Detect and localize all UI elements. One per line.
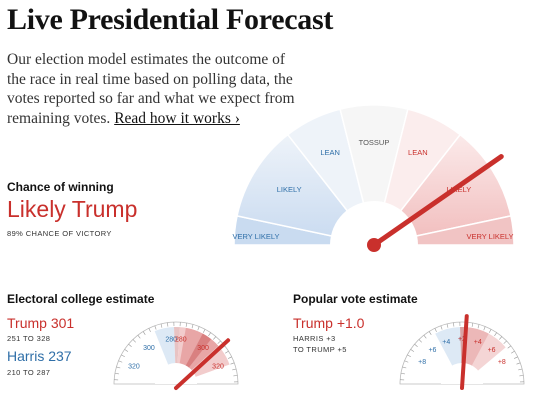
chance-segment-label-3: TOSSUP <box>359 138 390 147</box>
ec-tick <box>124 349 129 352</box>
pv-tick <box>410 349 415 352</box>
pv-tick-label-red: +4 <box>474 339 482 346</box>
ec-tick <box>213 336 217 340</box>
chance-call: Likely Trump <box>7 196 138 222</box>
chance-gauge: VERY LIKELY LIKELY LEAN TOSSUP LEAN LIKELY VER… <box>232 104 515 252</box>
electoral-heading: Electoral college estimate <box>7 292 155 306</box>
pv-tick <box>494 332 497 337</box>
gauge-hub <box>330 201 418 245</box>
ec-tick <box>118 360 123 363</box>
pv-tick <box>483 326 486 331</box>
ec-tick <box>230 362 235 365</box>
ec-tick-label-red: 320 <box>212 363 224 370</box>
chance-needle <box>371 154 504 248</box>
chance-segment-label-1: LIKELY <box>277 185 302 194</box>
electoral-harris: Harris 237 <box>7 348 72 364</box>
ec-tick <box>148 328 151 333</box>
electoral-harris-range: 210 TO 287 <box>7 368 51 377</box>
electoral-trump: Trump 301 <box>7 315 75 331</box>
ec-shade-band <box>174 327 180 384</box>
electoral-needle <box>174 338 231 390</box>
popular-range-2: TO TRUMP +5 <box>293 345 347 354</box>
ec-tick <box>197 326 200 331</box>
pv-tick <box>471 322 474 327</box>
pv-tick <box>446 323 449 328</box>
ec-tick-label-red: 300 <box>197 345 209 352</box>
ec-tick <box>132 339 136 343</box>
needle-pivot <box>367 238 381 252</box>
chance-segment-label-0: VERY LIKELY <box>232 232 279 241</box>
pv-tick <box>407 354 411 358</box>
pv-shade-band <box>460 327 464 384</box>
chance-segment-label-4: LEAN <box>408 148 428 157</box>
pv-tick-label-blue: +6 <box>428 347 436 354</box>
pv-tick <box>434 328 437 333</box>
ec-tick-label-blue: 280 <box>165 336 177 343</box>
chance-segment-label-5: LIKELY <box>446 185 471 194</box>
popular-heading: Popular vote estimate <box>293 292 418 306</box>
ec-tick <box>233 375 238 377</box>
ec-tick-label-blue: 320 <box>128 363 140 370</box>
ec-tick <box>137 334 141 339</box>
popular-trump: Trump +1.0 <box>293 315 365 331</box>
electoral-trump-range: 251 TO 328 <box>7 334 51 343</box>
pv-tick <box>402 366 407 369</box>
pv-tick-label-red: +2 <box>458 336 466 343</box>
pv-tick-label-red: +8 <box>498 359 506 366</box>
intro-text: Our election model estimates the outcome… <box>7 51 295 127</box>
ec-tick <box>225 350 229 354</box>
ec-tick <box>185 322 188 327</box>
pv-tick <box>428 331 432 335</box>
pv-tick <box>404 360 409 363</box>
ec-tick-label-red: 280 <box>175 336 187 343</box>
intro-paragraph: Our election model estimates the outcome… <box>7 50 307 128</box>
pv-tick <box>516 362 521 365</box>
ec-tick <box>208 332 211 337</box>
pv-tick <box>488 329 492 333</box>
ec-tick <box>142 331 146 335</box>
read-how-it-works-link[interactable]: Read how it works › <box>114 109 240 127</box>
pv-tick <box>513 356 518 359</box>
pv-tick <box>414 343 418 347</box>
ec-tick <box>154 325 157 330</box>
popular-range-1: HARRIS +3 <box>293 334 336 343</box>
ec-tick <box>217 340 221 344</box>
pv-tick <box>477 324 480 329</box>
page-title: Live Presidential Forecast <box>7 3 334 36</box>
chance-probability: 89% CHANCE OF VICTORY <box>7 229 112 238</box>
chance-heading: Chance of winning <box>7 180 114 194</box>
ec-tick <box>227 356 232 359</box>
pv-tick <box>511 350 515 354</box>
ec-tick <box>128 343 132 347</box>
pv-tick <box>499 336 503 340</box>
chance-segment-label-6: VERY LIKELY <box>466 232 513 241</box>
pv-tick <box>440 325 443 330</box>
ec-tick <box>191 324 194 329</box>
pv-tick <box>519 375 524 377</box>
ec-tick <box>121 354 125 358</box>
popular-needle <box>460 314 469 390</box>
pv-tick-label-blue: +4 <box>442 339 450 346</box>
ec-tick <box>167 322 169 327</box>
pv-tick-label-red: +6 <box>488 347 496 354</box>
ec-tick <box>202 329 206 333</box>
pv-tick <box>423 334 427 339</box>
pv-tick-label-blue: +2 <box>458 336 466 343</box>
ec-tick <box>232 368 237 371</box>
pv-tick <box>453 322 455 327</box>
pv-tick <box>507 345 512 349</box>
ec-tick <box>114 372 119 375</box>
ec-tick <box>116 366 121 369</box>
pv-tick <box>400 372 405 375</box>
pv-tick-label-blue: +8 <box>418 359 426 366</box>
pv-tick <box>418 339 422 343</box>
pv-tick <box>518 368 523 371</box>
pv-tick <box>503 340 507 344</box>
ec-tick <box>160 323 163 328</box>
chance-segment-label-2: LEAN <box>320 148 340 157</box>
ec-tick-label-blue: 300 <box>143 345 155 352</box>
popular-gauge: +8+6+4 +2+2 +4+6+8 <box>399 314 525 390</box>
